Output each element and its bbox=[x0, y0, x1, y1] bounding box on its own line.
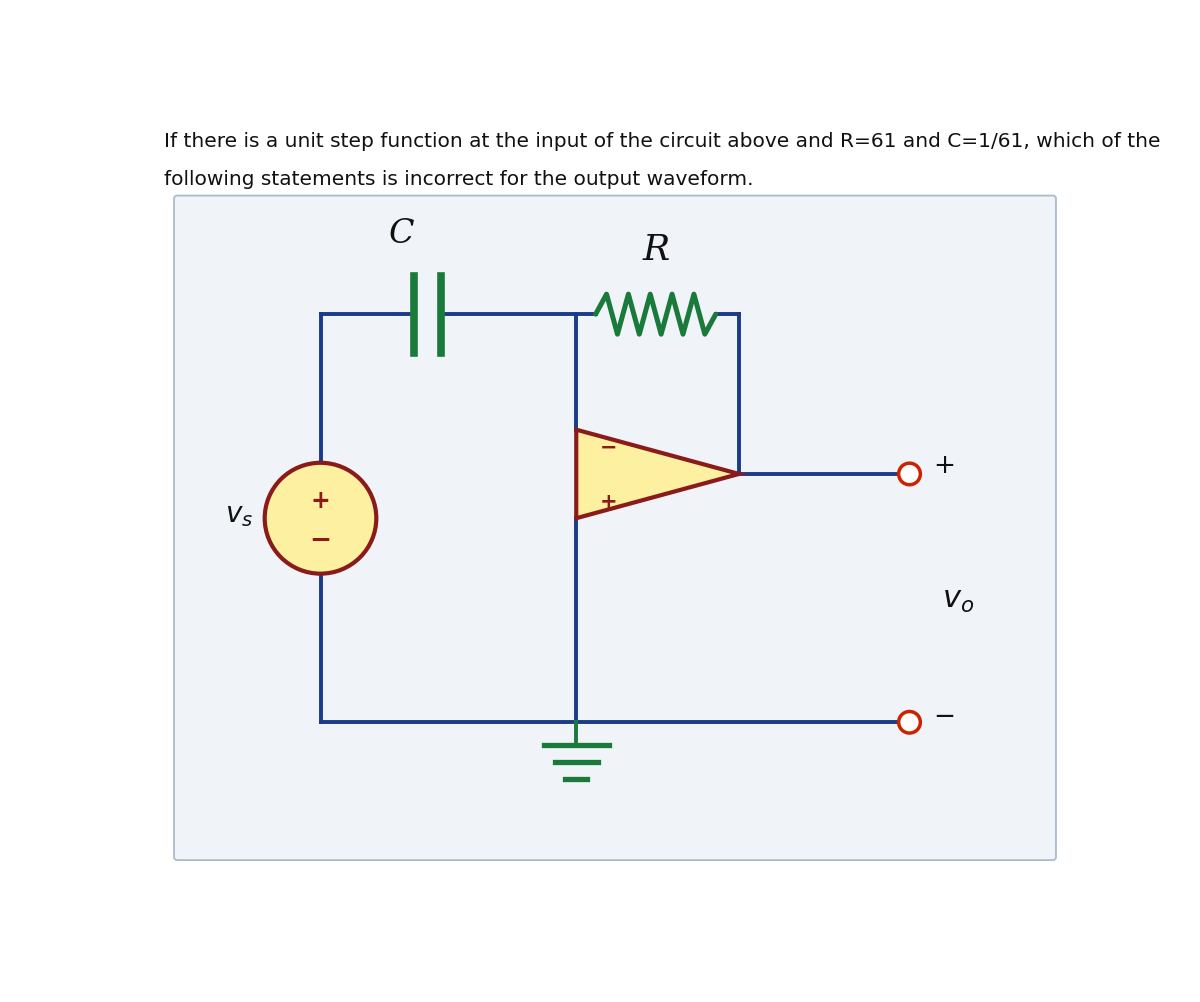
Text: If there is a unit step function at the input of the circuit above and R=61 and : If there is a unit step function at the … bbox=[164, 132, 1160, 150]
Circle shape bbox=[899, 464, 920, 485]
Text: +: + bbox=[932, 452, 955, 478]
Text: −: − bbox=[600, 437, 618, 457]
Circle shape bbox=[899, 711, 920, 733]
Text: +: + bbox=[600, 492, 618, 512]
Text: −: − bbox=[310, 527, 331, 553]
Circle shape bbox=[265, 463, 377, 574]
Text: following statements is incorrect for the output waveform.: following statements is incorrect for th… bbox=[164, 170, 754, 189]
Text: $v_o$: $v_o$ bbox=[942, 583, 974, 614]
FancyBboxPatch shape bbox=[174, 196, 1056, 861]
Text: $v_s$: $v_s$ bbox=[226, 501, 253, 528]
Text: +: + bbox=[311, 488, 330, 512]
Polygon shape bbox=[576, 430, 739, 519]
Text: R: R bbox=[642, 233, 670, 268]
Text: −: − bbox=[932, 703, 955, 729]
Text: C: C bbox=[389, 217, 415, 249]
